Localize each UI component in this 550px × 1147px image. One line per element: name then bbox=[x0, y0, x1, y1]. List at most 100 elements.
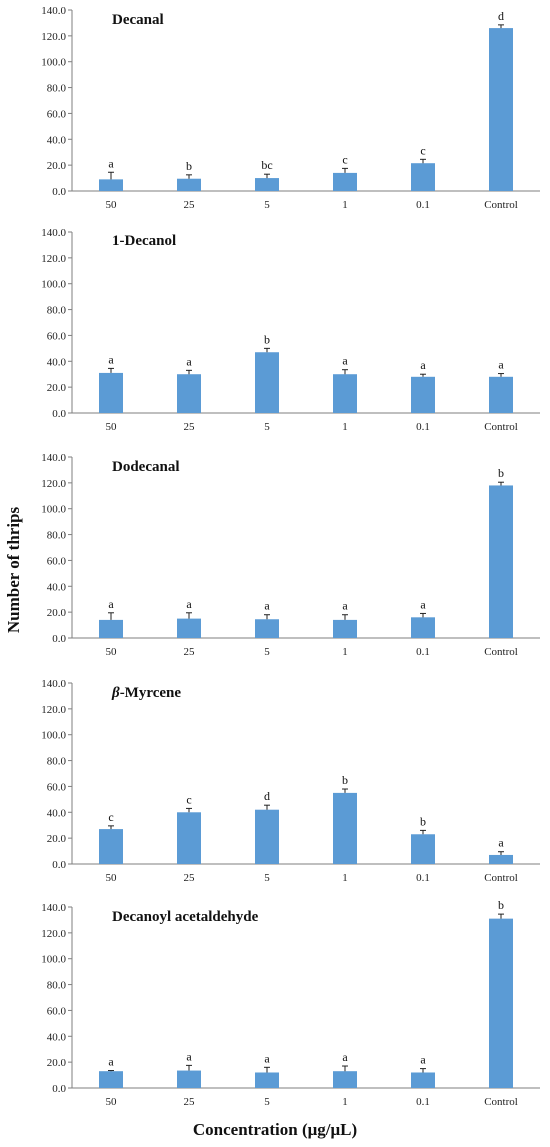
chart-panel-4: 0.0 20.0 40.0 60.0 80.0 100.0 120.0 140.0 β-Myrc… bbox=[41, 678, 540, 884]
x-tick-label: 5 bbox=[264, 646, 270, 658]
x-tick-label: 1 bbox=[342, 646, 348, 658]
significance-letter: a bbox=[342, 354, 348, 368]
x-tick-label: 50 bbox=[106, 199, 118, 211]
significance-letter: b bbox=[264, 332, 270, 346]
y-tick-label: 40.0 bbox=[47, 134, 67, 146]
x-tick-label: 1 bbox=[342, 1096, 348, 1108]
significance-letter: b bbox=[498, 898, 504, 912]
significance-letter: a bbox=[498, 358, 504, 372]
chart-panel-1: 0.0 20.0 40.0 60.0 80.0 100.0 120.0 140.0 Decana… bbox=[41, 5, 540, 211]
y-tick-label: 100.0 bbox=[41, 730, 66, 742]
bar bbox=[177, 1070, 201, 1088]
bar bbox=[99, 372, 123, 413]
bar bbox=[411, 1072, 435, 1088]
y-tick-label: 0.0 bbox=[52, 859, 66, 871]
x-tick-label: 1 bbox=[342, 872, 348, 884]
bar bbox=[177, 618, 201, 638]
x-tick-label: 0.1 bbox=[416, 872, 430, 884]
chart-title: 1-Decanol bbox=[112, 233, 176, 249]
x-tick-label: 1 bbox=[342, 421, 348, 433]
x-tick-label: 25 bbox=[184, 646, 196, 658]
bar bbox=[99, 1071, 123, 1088]
chart-panel-2: 0.0 20.0 40.0 60.0 80.0 100.0 120.0 140.0 1-Deca… bbox=[41, 227, 540, 433]
x-tick-label: Control bbox=[484, 199, 518, 211]
y-tick-label: 20.0 bbox=[47, 1057, 67, 1069]
significance-letter: a bbox=[420, 597, 426, 611]
y-tick-label: 40.0 bbox=[47, 807, 67, 819]
bar bbox=[177, 178, 201, 191]
y-tick-label: 100.0 bbox=[41, 279, 66, 291]
y-tick-label: 140.0 bbox=[41, 678, 66, 690]
bar bbox=[255, 809, 279, 864]
significance-letter: a bbox=[342, 599, 348, 613]
significance-letter: a bbox=[186, 354, 192, 368]
significance-letter: a bbox=[498, 836, 504, 850]
bar bbox=[411, 163, 435, 191]
x-axis-title: Concentration (μg/μL) bbox=[192, 1120, 358, 1139]
y-tick-label: 80.0 bbox=[47, 83, 67, 95]
significance-letter: a bbox=[108, 352, 114, 366]
bar bbox=[333, 1071, 357, 1088]
significance-letter: b bbox=[420, 814, 426, 828]
bar bbox=[411, 376, 435, 413]
y-tick-label: 80.0 bbox=[47, 530, 67, 542]
x-tick-label: 25 bbox=[184, 872, 196, 884]
significance-letter: c bbox=[342, 152, 347, 166]
y-tick-label: 120.0 bbox=[41, 31, 66, 43]
y-tick-label: 140.0 bbox=[41, 452, 66, 464]
y-tick-label: 100.0 bbox=[41, 504, 66, 516]
bar bbox=[255, 352, 279, 413]
y-tick-label: 80.0 bbox=[47, 980, 67, 992]
bar bbox=[99, 619, 123, 638]
x-tick-label: 5 bbox=[264, 199, 270, 211]
significance-letter: a bbox=[420, 358, 426, 372]
significance-letter: a bbox=[186, 1049, 192, 1063]
x-tick-label: 25 bbox=[184, 199, 196, 211]
significance-letter: b bbox=[186, 159, 192, 173]
y-tick-label: 80.0 bbox=[47, 305, 67, 317]
y-tick-label: 140.0 bbox=[41, 5, 66, 17]
significance-letter: c bbox=[186, 792, 191, 806]
x-tick-label: 0.1 bbox=[416, 646, 430, 658]
y-tick-label: 120.0 bbox=[41, 253, 66, 265]
x-tick-label: 50 bbox=[106, 646, 118, 658]
y-tick-label: 20.0 bbox=[47, 607, 67, 619]
bar bbox=[489, 485, 513, 638]
chart-title: Decanal bbox=[112, 12, 164, 28]
y-tick-label: 60.0 bbox=[47, 555, 67, 567]
x-tick-label: 0.1 bbox=[416, 421, 430, 433]
bar bbox=[333, 619, 357, 638]
x-tick-label: 50 bbox=[106, 1096, 118, 1108]
significance-letter: c bbox=[420, 143, 425, 157]
y-tick-label: 20.0 bbox=[47, 833, 67, 845]
y-tick-label: 20.0 bbox=[47, 160, 67, 172]
x-tick-label: Control bbox=[484, 646, 518, 658]
bar bbox=[489, 918, 513, 1088]
x-tick-label: 50 bbox=[106, 872, 118, 884]
x-tick-label: Control bbox=[484, 872, 518, 884]
chart-title-text: 1-Decanol bbox=[112, 233, 176, 249]
x-tick-label: 5 bbox=[264, 872, 270, 884]
chart-title: Dodecanal bbox=[112, 459, 180, 475]
significance-letter: a bbox=[342, 1050, 348, 1064]
y-tick-label: 40.0 bbox=[47, 1031, 67, 1043]
bar bbox=[99, 829, 123, 864]
chart-title-italic-prefix: β bbox=[111, 685, 120, 701]
x-tick-label: Control bbox=[484, 1096, 518, 1108]
y-tick-label: 60.0 bbox=[47, 330, 67, 342]
y-tick-label: 120.0 bbox=[41, 704, 66, 716]
significance-letter: b bbox=[498, 466, 504, 480]
y-tick-label: 100.0 bbox=[41, 954, 66, 966]
bar bbox=[177, 374, 201, 413]
x-tick-label: 5 bbox=[264, 1096, 270, 1108]
bar bbox=[411, 617, 435, 638]
y-tick-label: 0.0 bbox=[52, 186, 66, 198]
x-tick-label: 0.1 bbox=[416, 199, 430, 211]
y-tick-label: 40.0 bbox=[47, 581, 67, 593]
y-tick-label: 100.0 bbox=[41, 57, 66, 69]
y-tick-label: 60.0 bbox=[47, 1005, 67, 1017]
bar bbox=[411, 834, 435, 864]
chart-title: β-Myrcene bbox=[111, 685, 181, 701]
significance-letter: d bbox=[498, 9, 504, 23]
chart-title-text: Decanal bbox=[112, 12, 164, 28]
